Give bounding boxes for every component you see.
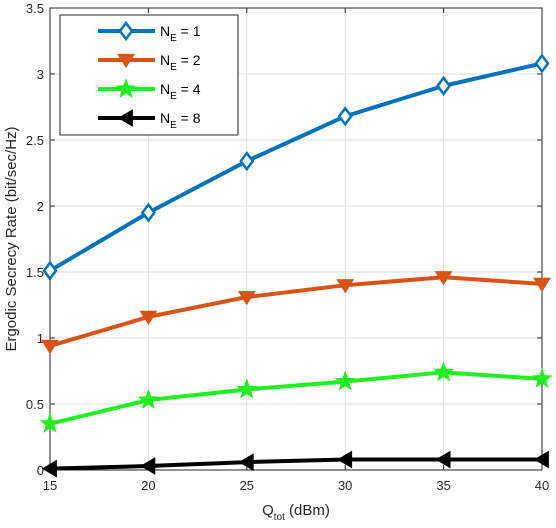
series-3-point bbox=[137, 388, 159, 409]
series-4-point bbox=[238, 453, 254, 471]
series-2-point bbox=[139, 310, 158, 326]
series-4-point bbox=[533, 450, 549, 469]
y-tick-label: 3 bbox=[37, 67, 44, 82]
y-tick-label: 2.5 bbox=[26, 133, 44, 148]
series-3-point bbox=[236, 378, 258, 399]
series-2-point bbox=[434, 271, 453, 286]
series-line-3 bbox=[49, 370, 543, 426]
y-tick-label: 0.5 bbox=[26, 397, 44, 412]
legend-label: NE = 1 bbox=[160, 23, 201, 44]
legend-item-3: NE = 4 bbox=[98, 77, 201, 102]
series-3-point bbox=[39, 412, 61, 433]
series-1-point bbox=[534, 53, 550, 74]
series-2-point bbox=[533, 277, 551, 293]
series-2-point bbox=[237, 290, 256, 306]
series-1-point bbox=[140, 202, 156, 223]
y-tick-label: 0 bbox=[37, 463, 44, 478]
legend-label: NE = 4 bbox=[160, 81, 201, 102]
legend-marker bbox=[117, 53, 135, 69]
y-tick-label: 2 bbox=[37, 199, 44, 214]
series-4-point bbox=[435, 450, 451, 469]
x-tick-label: 30 bbox=[338, 478, 352, 493]
x-tick-label: 20 bbox=[141, 478, 155, 493]
legend-item-1: NE = 1 bbox=[98, 20, 201, 44]
legend-label-subscript: E bbox=[170, 33, 177, 44]
series-3-point bbox=[531, 367, 553, 388]
series-4-point bbox=[41, 459, 57, 478]
x-tick-label: 40 bbox=[535, 478, 549, 493]
legend-label-main: N bbox=[160, 23, 170, 39]
series-4 bbox=[41, 450, 549, 478]
legend-label-subscript: E bbox=[170, 91, 177, 102]
x-axis-label-main: Q bbox=[262, 502, 274, 519]
legend-marker bbox=[117, 109, 133, 127]
legend-label-main: N bbox=[160, 81, 170, 97]
legend-label-suffix: = 4 bbox=[177, 81, 201, 97]
series-line-4 bbox=[49, 457, 542, 471]
series-4-point bbox=[140, 457, 156, 475]
legend: NE = 1NE = 2NE = 4NE = 8 bbox=[59, 14, 239, 136]
series-3 bbox=[39, 361, 553, 433]
legend-label-subscript: E bbox=[170, 120, 177, 131]
series-line-2 bbox=[49, 275, 543, 348]
series-2-point bbox=[336, 279, 355, 294]
y-tick-label: 3.5 bbox=[26, 1, 44, 16]
series-1-point bbox=[436, 75, 452, 96]
x-axis-label-subscript: tot bbox=[274, 512, 285, 523]
x-tick-label: 25 bbox=[240, 478, 254, 493]
legend-marker bbox=[118, 20, 134, 42]
x-tick-label: 35 bbox=[436, 478, 450, 493]
y-tick-label: 1.5 bbox=[26, 265, 44, 280]
y-axis-label: Ergodic Secrecy Rate (bit/sec/Hz) bbox=[3, 126, 20, 351]
series-1-point bbox=[337, 106, 353, 127]
legend-label: NE = 2 bbox=[160, 52, 201, 73]
legend-label-main: N bbox=[160, 110, 170, 126]
series-4-point bbox=[337, 450, 353, 469]
legend-label-suffix: = 2 bbox=[177, 52, 201, 68]
legend-label-suffix: = 1 bbox=[177, 23, 201, 39]
x-axis-label-unit: (dBm) bbox=[285, 502, 330, 519]
series-1 bbox=[42, 53, 550, 281]
series-line-1 bbox=[48, 61, 543, 273]
series-group bbox=[39, 53, 553, 478]
legend-label-suffix: = 8 bbox=[177, 110, 201, 126]
legend-item-4: NE = 8 bbox=[98, 109, 201, 131]
legend-item-2: NE = 2 bbox=[98, 52, 201, 73]
y-tick-label: 1 bbox=[37, 331, 44, 346]
series-1-point bbox=[239, 151, 255, 172]
series-2-point bbox=[41, 339, 59, 355]
series-3-point bbox=[433, 361, 455, 382]
legend-label-main: N bbox=[160, 52, 170, 68]
legend-box bbox=[59, 14, 239, 136]
plot-frame bbox=[49, 7, 543, 471]
series-3-point bbox=[334, 370, 356, 391]
x-tick-label: 15 bbox=[43, 478, 57, 493]
series-2 bbox=[41, 271, 551, 355]
legend-marker bbox=[115, 77, 137, 98]
legend-label: NE = 8 bbox=[160, 110, 201, 131]
series-1-point bbox=[42, 260, 58, 281]
x-axis-label: Qtot (dBm) bbox=[262, 502, 330, 523]
legend-label-subscript: E bbox=[170, 62, 177, 73]
